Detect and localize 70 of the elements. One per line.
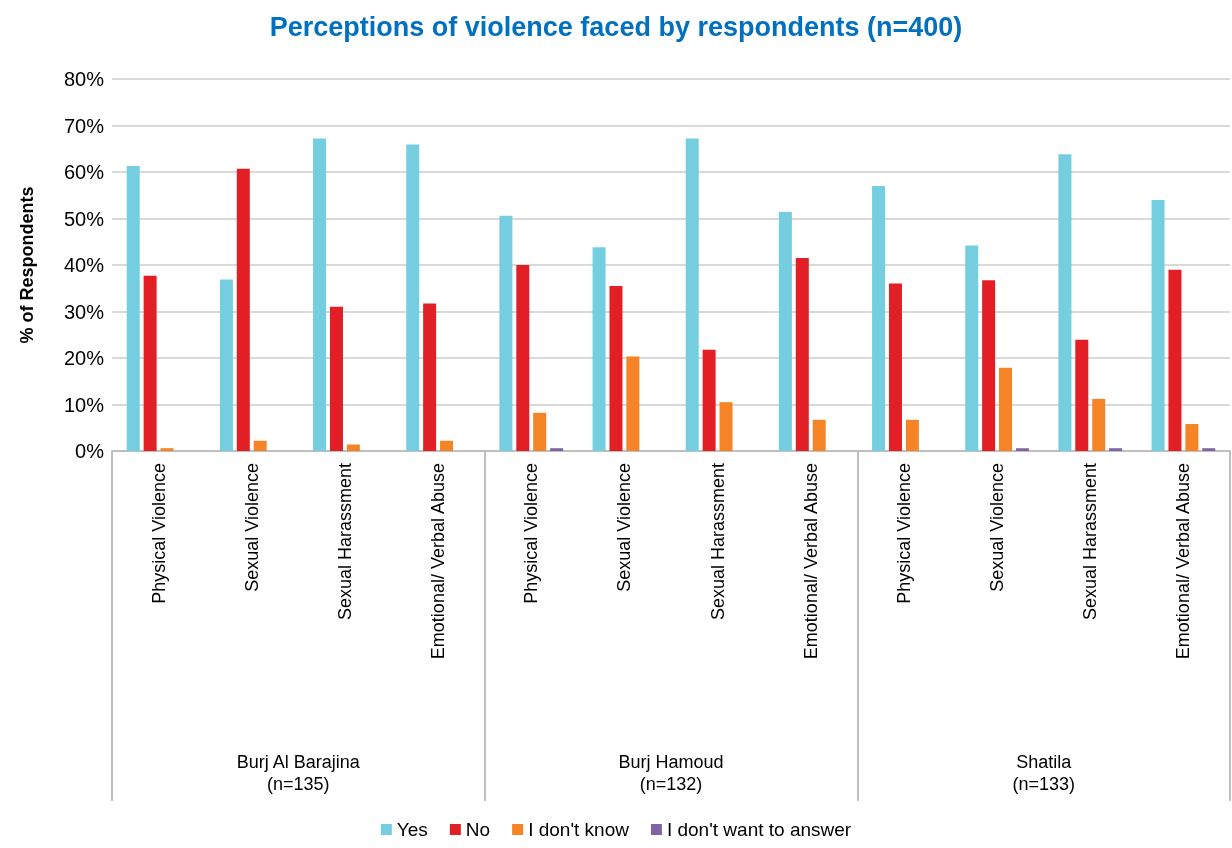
bar: [1015, 448, 1029, 451]
text: Burj Al Barajina (n=135): [236, 752, 361, 794]
bar: [1109, 448, 1123, 451]
bar: [499, 215, 513, 451]
bar: [406, 144, 420, 451]
text: Shatila (n=133): [1012, 752, 1075, 794]
y-axis-title: % of Respondents: [17, 186, 37, 344]
bar: [236, 168, 250, 451]
x-tick-label: Physical Violence: [148, 463, 169, 604]
x-tick-label: Sexual Harassment: [334, 463, 355, 621]
bar: [1058, 154, 1072, 451]
bar: [702, 349, 716, 451]
bar: [160, 448, 174, 451]
y-tick-label: 70%: [63, 114, 105, 137]
legend-label: I don't know: [528, 819, 630, 840]
bar: [812, 419, 826, 451]
bar: [778, 211, 792, 451]
bar: [313, 138, 327, 451]
x-tick-label: Sexual Violence: [614, 463, 635, 592]
y-tick-label: 50%: [63, 207, 105, 230]
y-tick-label: 0%: [75, 440, 105, 462]
bar: [440, 440, 454, 451]
x-tick-label: Emotional/ Verbal Abuse: [1173, 463, 1194, 660]
bar: [329, 306, 343, 451]
bar: [126, 165, 140, 451]
bar: [219, 279, 233, 451]
bar: [999, 367, 1013, 451]
bar: [592, 247, 606, 451]
bar: [685, 138, 699, 451]
bar: [516, 265, 530, 451]
x-tick-label: Physical Violence: [521, 463, 542, 604]
x-tick-label: Sexual Violence: [987, 463, 1008, 592]
bar: [253, 440, 267, 451]
bar: [346, 444, 360, 451]
bar: [1202, 448, 1216, 451]
bar: [1092, 398, 1106, 451]
x-tick-label: Emotional/ Verbal Abuse: [800, 463, 821, 660]
y-tick-label: 30%: [63, 300, 105, 323]
bar: [982, 280, 996, 451]
bar: [905, 419, 919, 451]
y-tick-label: 20%: [63, 347, 105, 369]
bar: [626, 356, 640, 451]
x-tick-label: Emotional/ Verbal Abuse: [428, 463, 449, 660]
x-tick-label: Physical Violence: [893, 463, 914, 604]
y-tick-label: 10%: [63, 393, 105, 416]
y-tick-label: 60%: [63, 161, 105, 183]
text: Burj Hamoud (n=132): [618, 752, 724, 794]
bar: [1168, 269, 1182, 451]
chart-title: Perceptions of violence faced by respondents (n=400): [269, 11, 963, 42]
x-tick-label: Sexual Violence: [241, 463, 262, 592]
bar: [533, 412, 547, 451]
bar: [719, 402, 733, 451]
y-tick-label: 40%: [63, 254, 105, 276]
bar: [888, 283, 902, 451]
legend-label: No: [465, 819, 491, 840]
legend-label: Yes: [396, 819, 428, 840]
x-tick-label: Sexual Harassment: [707, 463, 728, 621]
bar: [872, 185, 886, 451]
y-tick-label: 80%: [63, 68, 105, 90]
bar: [143, 275, 157, 451]
bar: [1185, 424, 1199, 451]
bar: [550, 448, 564, 451]
bar: [965, 245, 979, 451]
bar: [1075, 339, 1089, 451]
legend-label: I don't want to answer: [666, 819, 852, 840]
bar: [1151, 199, 1165, 451]
bar: [609, 285, 623, 451]
bar: [795, 258, 809, 451]
x-tick-label: Sexual Harassment: [1080, 463, 1101, 621]
bar: [423, 303, 437, 451]
